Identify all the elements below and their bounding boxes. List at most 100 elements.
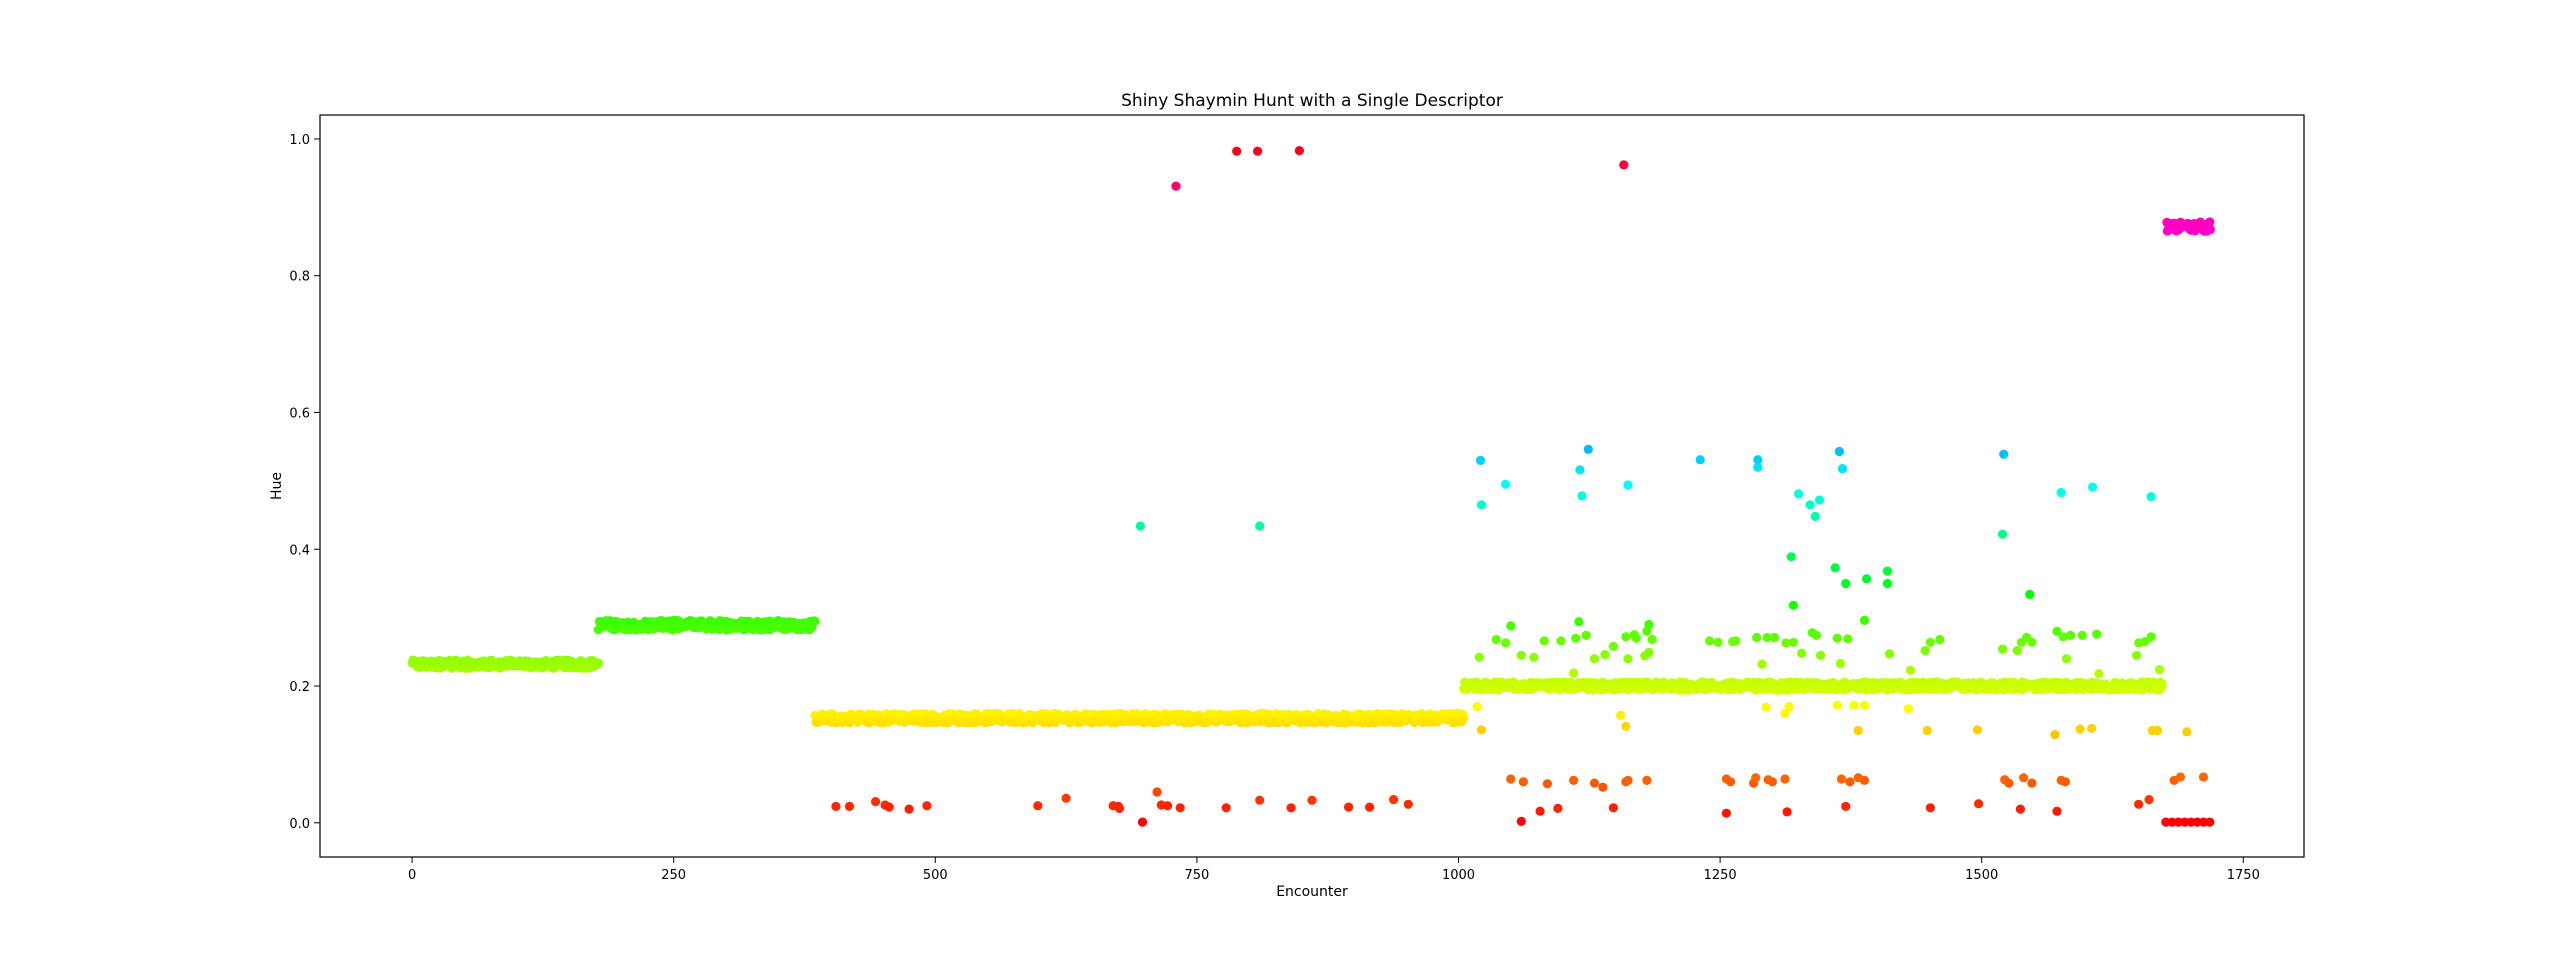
data-point bbox=[2140, 637, 2150, 647]
data-point bbox=[1389, 795, 1399, 805]
data-point bbox=[1501, 638, 1511, 648]
data-point bbox=[1344, 802, 1354, 812]
data-point bbox=[1506, 621, 1516, 631]
data-point bbox=[1935, 634, 1945, 645]
data-point bbox=[1535, 806, 1545, 816]
data-point bbox=[1862, 574, 1872, 584]
x-tick-label: 1250 bbox=[1704, 868, 1737, 883]
data-point bbox=[1762, 632, 1772, 643]
data-point bbox=[1152, 787, 1162, 797]
data-point bbox=[1782, 807, 1792, 817]
x-tick-label: 1500 bbox=[1965, 868, 1998, 883]
data-point bbox=[1859, 700, 1870, 710]
data-point bbox=[1472, 701, 1482, 712]
data-point bbox=[1843, 634, 1853, 644]
data-point bbox=[1518, 777, 1528, 787]
data-point bbox=[2144, 795, 2154, 805]
data-point bbox=[2198, 817, 2209, 827]
data-point bbox=[1816, 650, 1826, 660]
data-point bbox=[1571, 633, 1581, 643]
data-point bbox=[831, 801, 841, 812]
data-point bbox=[1569, 668, 1579, 678]
data-point bbox=[1726, 777, 1736, 787]
data-point bbox=[1810, 511, 1820, 521]
data-point bbox=[1835, 658, 1845, 669]
data-point bbox=[2155, 665, 2165, 675]
data-points bbox=[407, 146, 2215, 827]
y-tick-label: 0.6 bbox=[289, 406, 310, 421]
y-tick-label: 0.0 bbox=[289, 817, 310, 832]
data-point bbox=[2205, 225, 2215, 235]
data-point bbox=[1476, 500, 1487, 510]
data-point bbox=[1589, 778, 1600, 788]
data-point bbox=[1577, 491, 1587, 501]
data-point bbox=[1922, 725, 1932, 736]
data-point bbox=[1569, 775, 1579, 786]
x-axis-label: Encounter bbox=[1276, 884, 1348, 900]
data-point bbox=[1516, 816, 1526, 827]
data-point bbox=[1811, 630, 1821, 641]
data-point bbox=[1925, 637, 1935, 647]
data-point bbox=[2015, 804, 2025, 814]
data-point bbox=[904, 804, 914, 814]
data-point bbox=[1705, 636, 1715, 646]
x-tick-label: 250 bbox=[661, 868, 686, 883]
data-point bbox=[1972, 725, 1983, 735]
data-point bbox=[1516, 650, 1526, 660]
data-point bbox=[1623, 775, 1633, 786]
data-point bbox=[1903, 704, 1914, 714]
data-point bbox=[1998, 529, 2008, 539]
data-point bbox=[1623, 654, 1633, 664]
data-point bbox=[1837, 464, 1848, 474]
data-point bbox=[1925, 803, 1935, 813]
data-point bbox=[810, 616, 820, 626]
y-tick-label: 0.4 bbox=[289, 543, 310, 558]
data-point bbox=[2132, 650, 2142, 660]
data-point bbox=[1631, 633, 1641, 643]
data-point bbox=[2146, 632, 2156, 642]
data-point bbox=[1583, 444, 1593, 454]
data-point bbox=[1365, 802, 1375, 812]
data-point bbox=[1221, 803, 1231, 813]
data-point bbox=[1834, 446, 1844, 457]
data-point bbox=[1608, 803, 1618, 813]
data-point bbox=[844, 801, 855, 812]
x-tick-label: 750 bbox=[1184, 868, 1209, 883]
data-point bbox=[1784, 701, 1794, 712]
data-point bbox=[2198, 772, 2209, 782]
data-point bbox=[2027, 637, 2037, 647]
y-tick-label: 0.8 bbox=[289, 270, 310, 285]
data-point bbox=[1832, 700, 1842, 710]
data-point bbox=[1642, 775, 1652, 786]
data-point bbox=[2012, 645, 2022, 656]
data-point bbox=[1623, 480, 1633, 490]
data-point bbox=[2075, 724, 2085, 734]
data-point bbox=[1542, 779, 1552, 789]
data-point bbox=[1589, 654, 1600, 664]
data-point bbox=[1556, 636, 1566, 646]
data-point bbox=[2066, 630, 2076, 641]
data-point bbox=[1539, 636, 1549, 646]
data-point bbox=[1797, 648, 1807, 658]
data-point bbox=[1974, 799, 1984, 809]
data-point bbox=[2052, 806, 2062, 816]
data-point bbox=[1600, 650, 1610, 660]
data-point bbox=[1501, 479, 1511, 489]
data-point bbox=[1644, 647, 1654, 658]
data-point bbox=[2175, 772, 2186, 782]
data-point bbox=[1232, 146, 1242, 156]
data-point bbox=[922, 801, 932, 811]
data-point bbox=[1529, 652, 1539, 662]
data-point bbox=[2061, 654, 2072, 664]
data-point bbox=[1859, 775, 1870, 786]
y-tick-label: 1.0 bbox=[289, 133, 310, 148]
data-point bbox=[1294, 146, 1304, 156]
data-point bbox=[2050, 730, 2060, 740]
data-point bbox=[1253, 146, 1263, 156]
data-point bbox=[2186, 817, 2196, 827]
data-point bbox=[2205, 817, 2215, 827]
data-point bbox=[1767, 777, 1777, 787]
data-point bbox=[1841, 801, 1851, 812]
data-point bbox=[1621, 632, 1631, 642]
